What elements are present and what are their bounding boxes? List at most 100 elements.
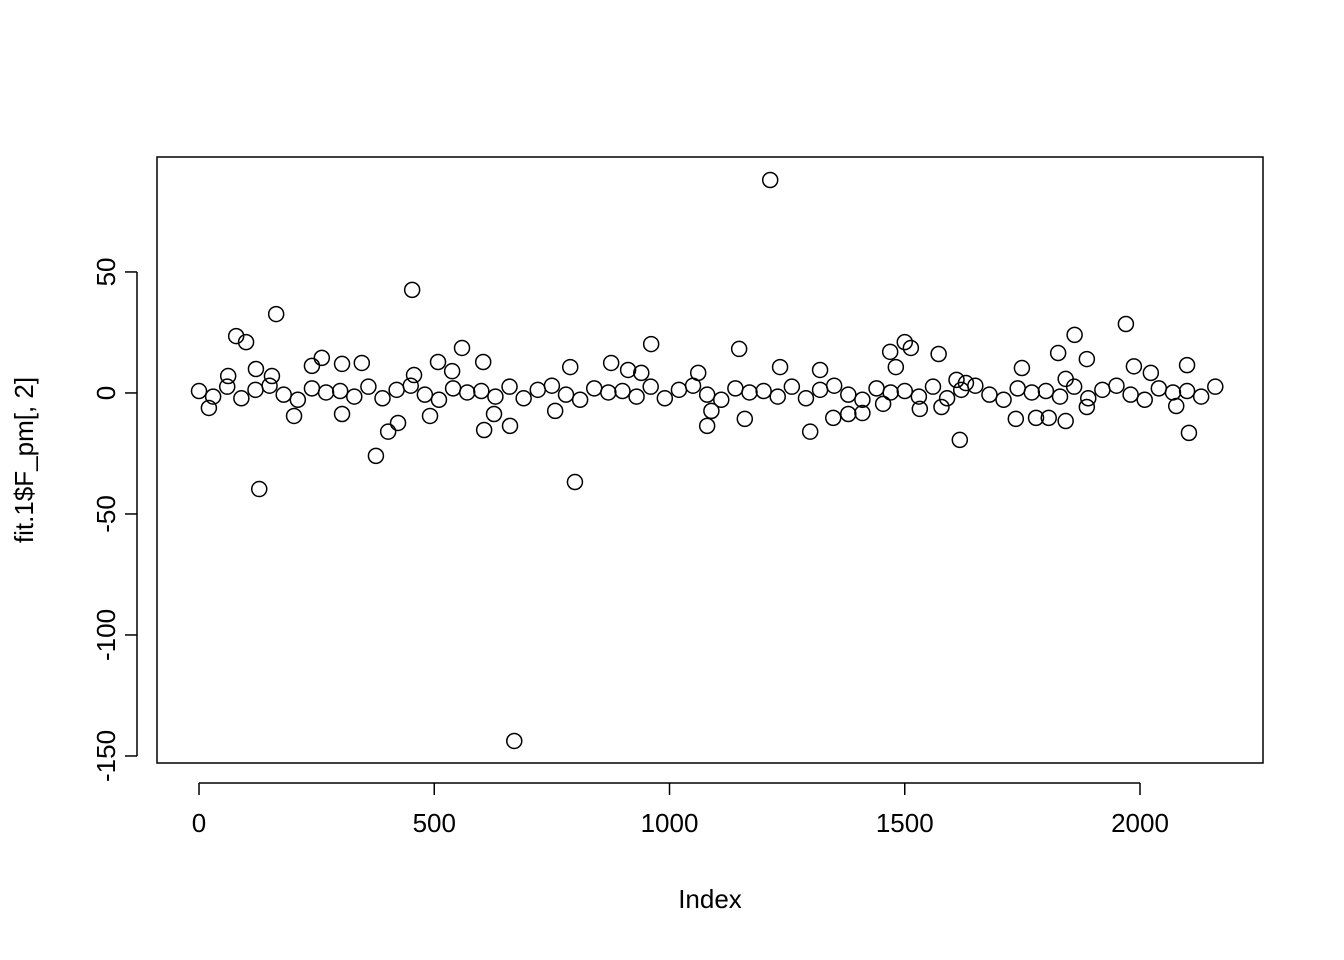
point [331, 382, 349, 400]
point [1007, 410, 1025, 428]
point [458, 384, 476, 401]
point [285, 407, 303, 425]
point [233, 390, 250, 407]
point [444, 380, 462, 397]
point [402, 377, 419, 394]
point [642, 335, 660, 353]
point [703, 402, 720, 420]
point [824, 409, 842, 427]
point [727, 380, 744, 397]
point [453, 339, 471, 357]
y-tick-label: 50 [91, 257, 121, 286]
point [429, 353, 447, 371]
point [698, 417, 716, 435]
point [887, 358, 905, 376]
x-tick-label: 2000 [1111, 808, 1169, 838]
point [1051, 388, 1069, 405]
point [546, 402, 564, 420]
point [313, 349, 331, 367]
point [474, 353, 492, 371]
x-axis-label: Index [678, 884, 742, 914]
point [840, 386, 857, 403]
point [566, 473, 584, 491]
point [957, 374, 975, 392]
point [389, 414, 407, 432]
point [1108, 377, 1125, 394]
point [1049, 344, 1067, 362]
point [1192, 388, 1210, 405]
point [948, 371, 965, 389]
point [388, 381, 405, 399]
point [529, 381, 547, 399]
point [1180, 424, 1198, 442]
point [543, 377, 561, 394]
point [967, 377, 984, 394]
point [571, 391, 589, 408]
point [200, 399, 218, 417]
point [561, 358, 579, 376]
point [713, 391, 730, 408]
point [515, 390, 532, 407]
point [501, 378, 518, 395]
point [619, 361, 637, 379]
point [353, 354, 371, 372]
y-tick-label: -50 [91, 495, 121, 533]
point [263, 367, 281, 385]
point [1009, 380, 1026, 397]
point [1094, 381, 1111, 399]
point [275, 386, 292, 403]
point [1065, 378, 1083, 395]
point [1136, 391, 1153, 408]
x-tick-label: 1000 [641, 808, 699, 838]
point [405, 366, 423, 384]
point [1057, 370, 1074, 388]
point [475, 421, 493, 439]
point [1078, 398, 1096, 416]
point [951, 431, 969, 449]
point [755, 382, 772, 400]
point [797, 390, 815, 407]
point [227, 327, 245, 345]
point [881, 343, 899, 361]
point [218, 378, 236, 395]
y-tick-label: 0 [91, 386, 121, 400]
point [557, 386, 575, 403]
point [642, 378, 659, 395]
point [1080, 390, 1097, 407]
point [1023, 384, 1041, 401]
point [911, 400, 929, 418]
point [333, 405, 351, 423]
point [1150, 380, 1168, 397]
point [190, 382, 208, 400]
point [237, 333, 255, 351]
point [247, 381, 264, 399]
point [1117, 315, 1135, 333]
point [924, 378, 942, 395]
point [656, 390, 674, 407]
point [1167, 397, 1185, 415]
point [1040, 409, 1057, 427]
point [882, 384, 899, 401]
x-tick-label: 0 [192, 808, 206, 838]
point [247, 360, 265, 378]
point [995, 391, 1012, 408]
point [628, 388, 645, 405]
point [600, 384, 617, 401]
point [874, 395, 892, 413]
y-tick-label: -100 [91, 609, 121, 661]
point [1142, 364, 1160, 382]
point [317, 384, 335, 401]
point [430, 391, 448, 408]
point [505, 732, 523, 750]
point [930, 345, 947, 363]
point [485, 405, 503, 423]
y-tick-label: -150 [91, 730, 121, 782]
point [421, 407, 439, 425]
point [840, 405, 857, 423]
point [933, 398, 950, 416]
point [416, 386, 434, 403]
point [868, 380, 885, 397]
point [219, 367, 237, 385]
